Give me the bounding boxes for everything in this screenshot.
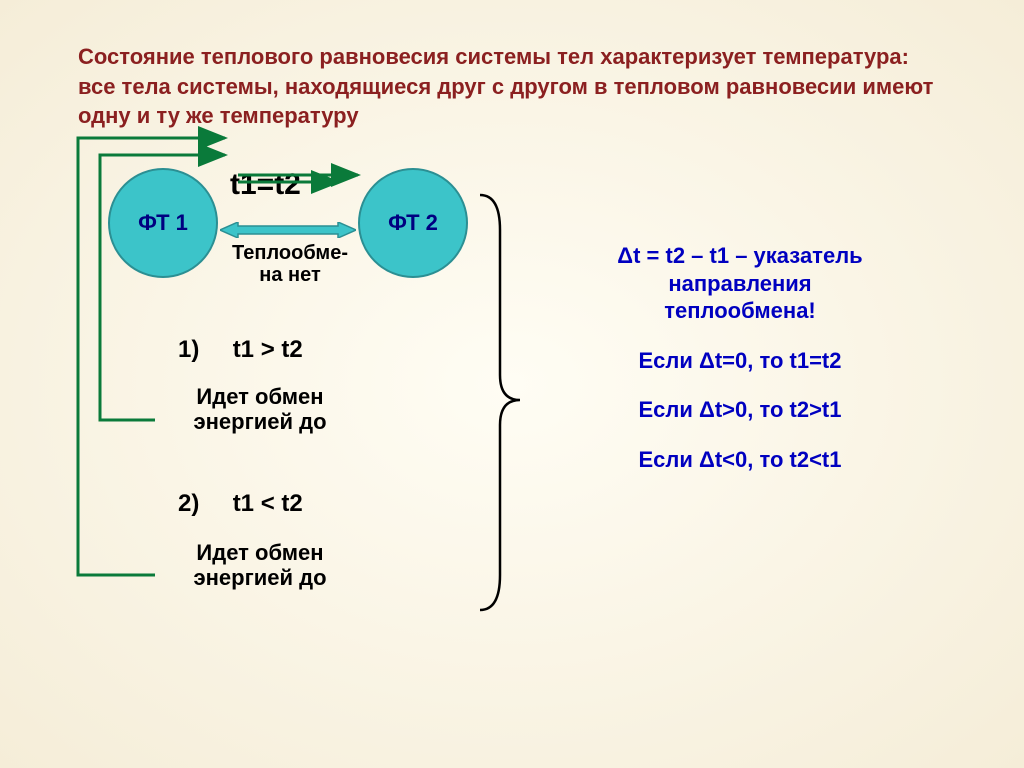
slide-title: Состояние теплового равновесия системы т… bbox=[78, 42, 948, 131]
body-1-circle: ФТ 1 bbox=[108, 168, 218, 278]
body-2-circle: ФТ 2 bbox=[358, 168, 468, 278]
double-arrow-icon bbox=[220, 222, 356, 238]
case-negative: Если Δt<0, то t2<t1 bbox=[590, 446, 890, 474]
case-equal: Если Δt=0, то t1=t2 bbox=[590, 347, 890, 375]
no-heat-exchange-label: Теплообме- на нет bbox=[225, 242, 355, 286]
case-2-condition: t1 < t2 bbox=[233, 490, 303, 517]
case-1: 1) t1 > t2 bbox=[178, 336, 303, 364]
case-1-condition: t1 > t2 bbox=[233, 336, 303, 363]
case-1-num: 1) bbox=[178, 336, 199, 363]
brace-icon bbox=[480, 195, 520, 610]
case-2-num: 2) bbox=[178, 490, 199, 517]
case-positive: Если Δt>0, то t2>t1 bbox=[590, 396, 890, 424]
equilibrium-equation: t1=t2 bbox=[230, 168, 301, 202]
no-heat-line2: на нет bbox=[259, 264, 321, 286]
body-2-label: ФТ 2 bbox=[388, 210, 438, 236]
no-heat-line1: Теплообме- bbox=[232, 242, 348, 264]
case-1-text: Идет обмен энергией до bbox=[160, 384, 360, 435]
delta-t-definition: Δt = t2 – t1 – указатель направления теп… bbox=[590, 242, 890, 325]
body-1-label: ФТ 1 bbox=[138, 210, 188, 236]
formula-block: Δt = t2 – t1 – указатель направления теп… bbox=[590, 242, 890, 495]
case-2: 2) t1 < t2 bbox=[178, 490, 303, 518]
case-2-text: Идет обмен энергией до bbox=[160, 540, 360, 591]
